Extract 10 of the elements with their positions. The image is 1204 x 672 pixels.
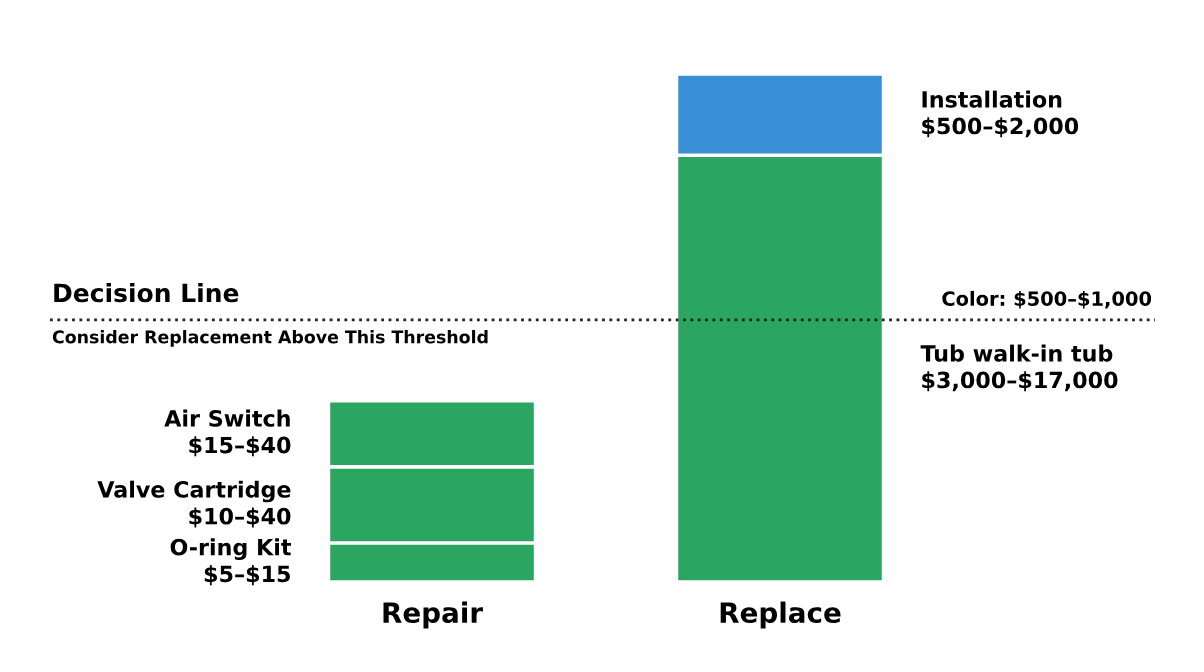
- annotation: Tub walk-in tub $3,000–$17,000: [920, 344, 1118, 392]
- annotation: O-ring Kit $5–$15: [170, 538, 291, 586]
- x-tick-label: Repair: [383, 601, 483, 629]
- annotation: Installation $500–$2,000: [922, 90, 1079, 138]
- x-tick-label: Replace: [720, 601, 841, 629]
- annotation: Color: $500–$1,000: [942, 290, 1152, 309]
- ref-line-label: Decision Line: [54, 282, 239, 303]
- annotation: Air Switch $15–$40: [164, 409, 291, 457]
- annotation: Consider Replacement Above This Threshold: [52, 330, 488, 347]
- annotation: Valve Cartridge $10–$40: [97, 480, 291, 528]
